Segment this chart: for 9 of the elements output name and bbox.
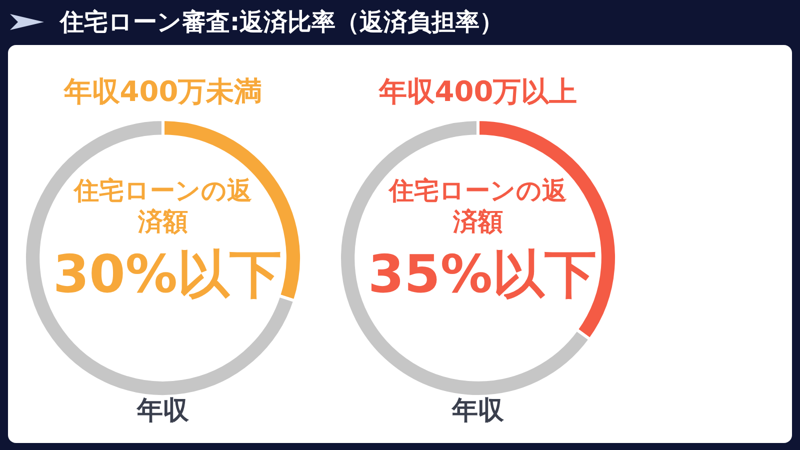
chart-subtitle: 年収400万以上 <box>378 74 578 110</box>
chart-subtitle: 年収400万未満 <box>62 74 264 110</box>
text: 30%以下 <box>53 244 282 307</box>
slice-label: 住宅ローンの返済額 <box>388 175 568 237</box>
slice-label: 住宅ローンの返済額 <box>73 175 253 237</box>
chart-title: 住宅ローン審査:返済比率（返済負担率） <box>60 7 504 38</box>
slice-label: 年収 <box>136 395 190 428</box>
slice-label: 年収 <box>450 395 505 428</box>
text: 35%以下 <box>368 244 596 307</box>
